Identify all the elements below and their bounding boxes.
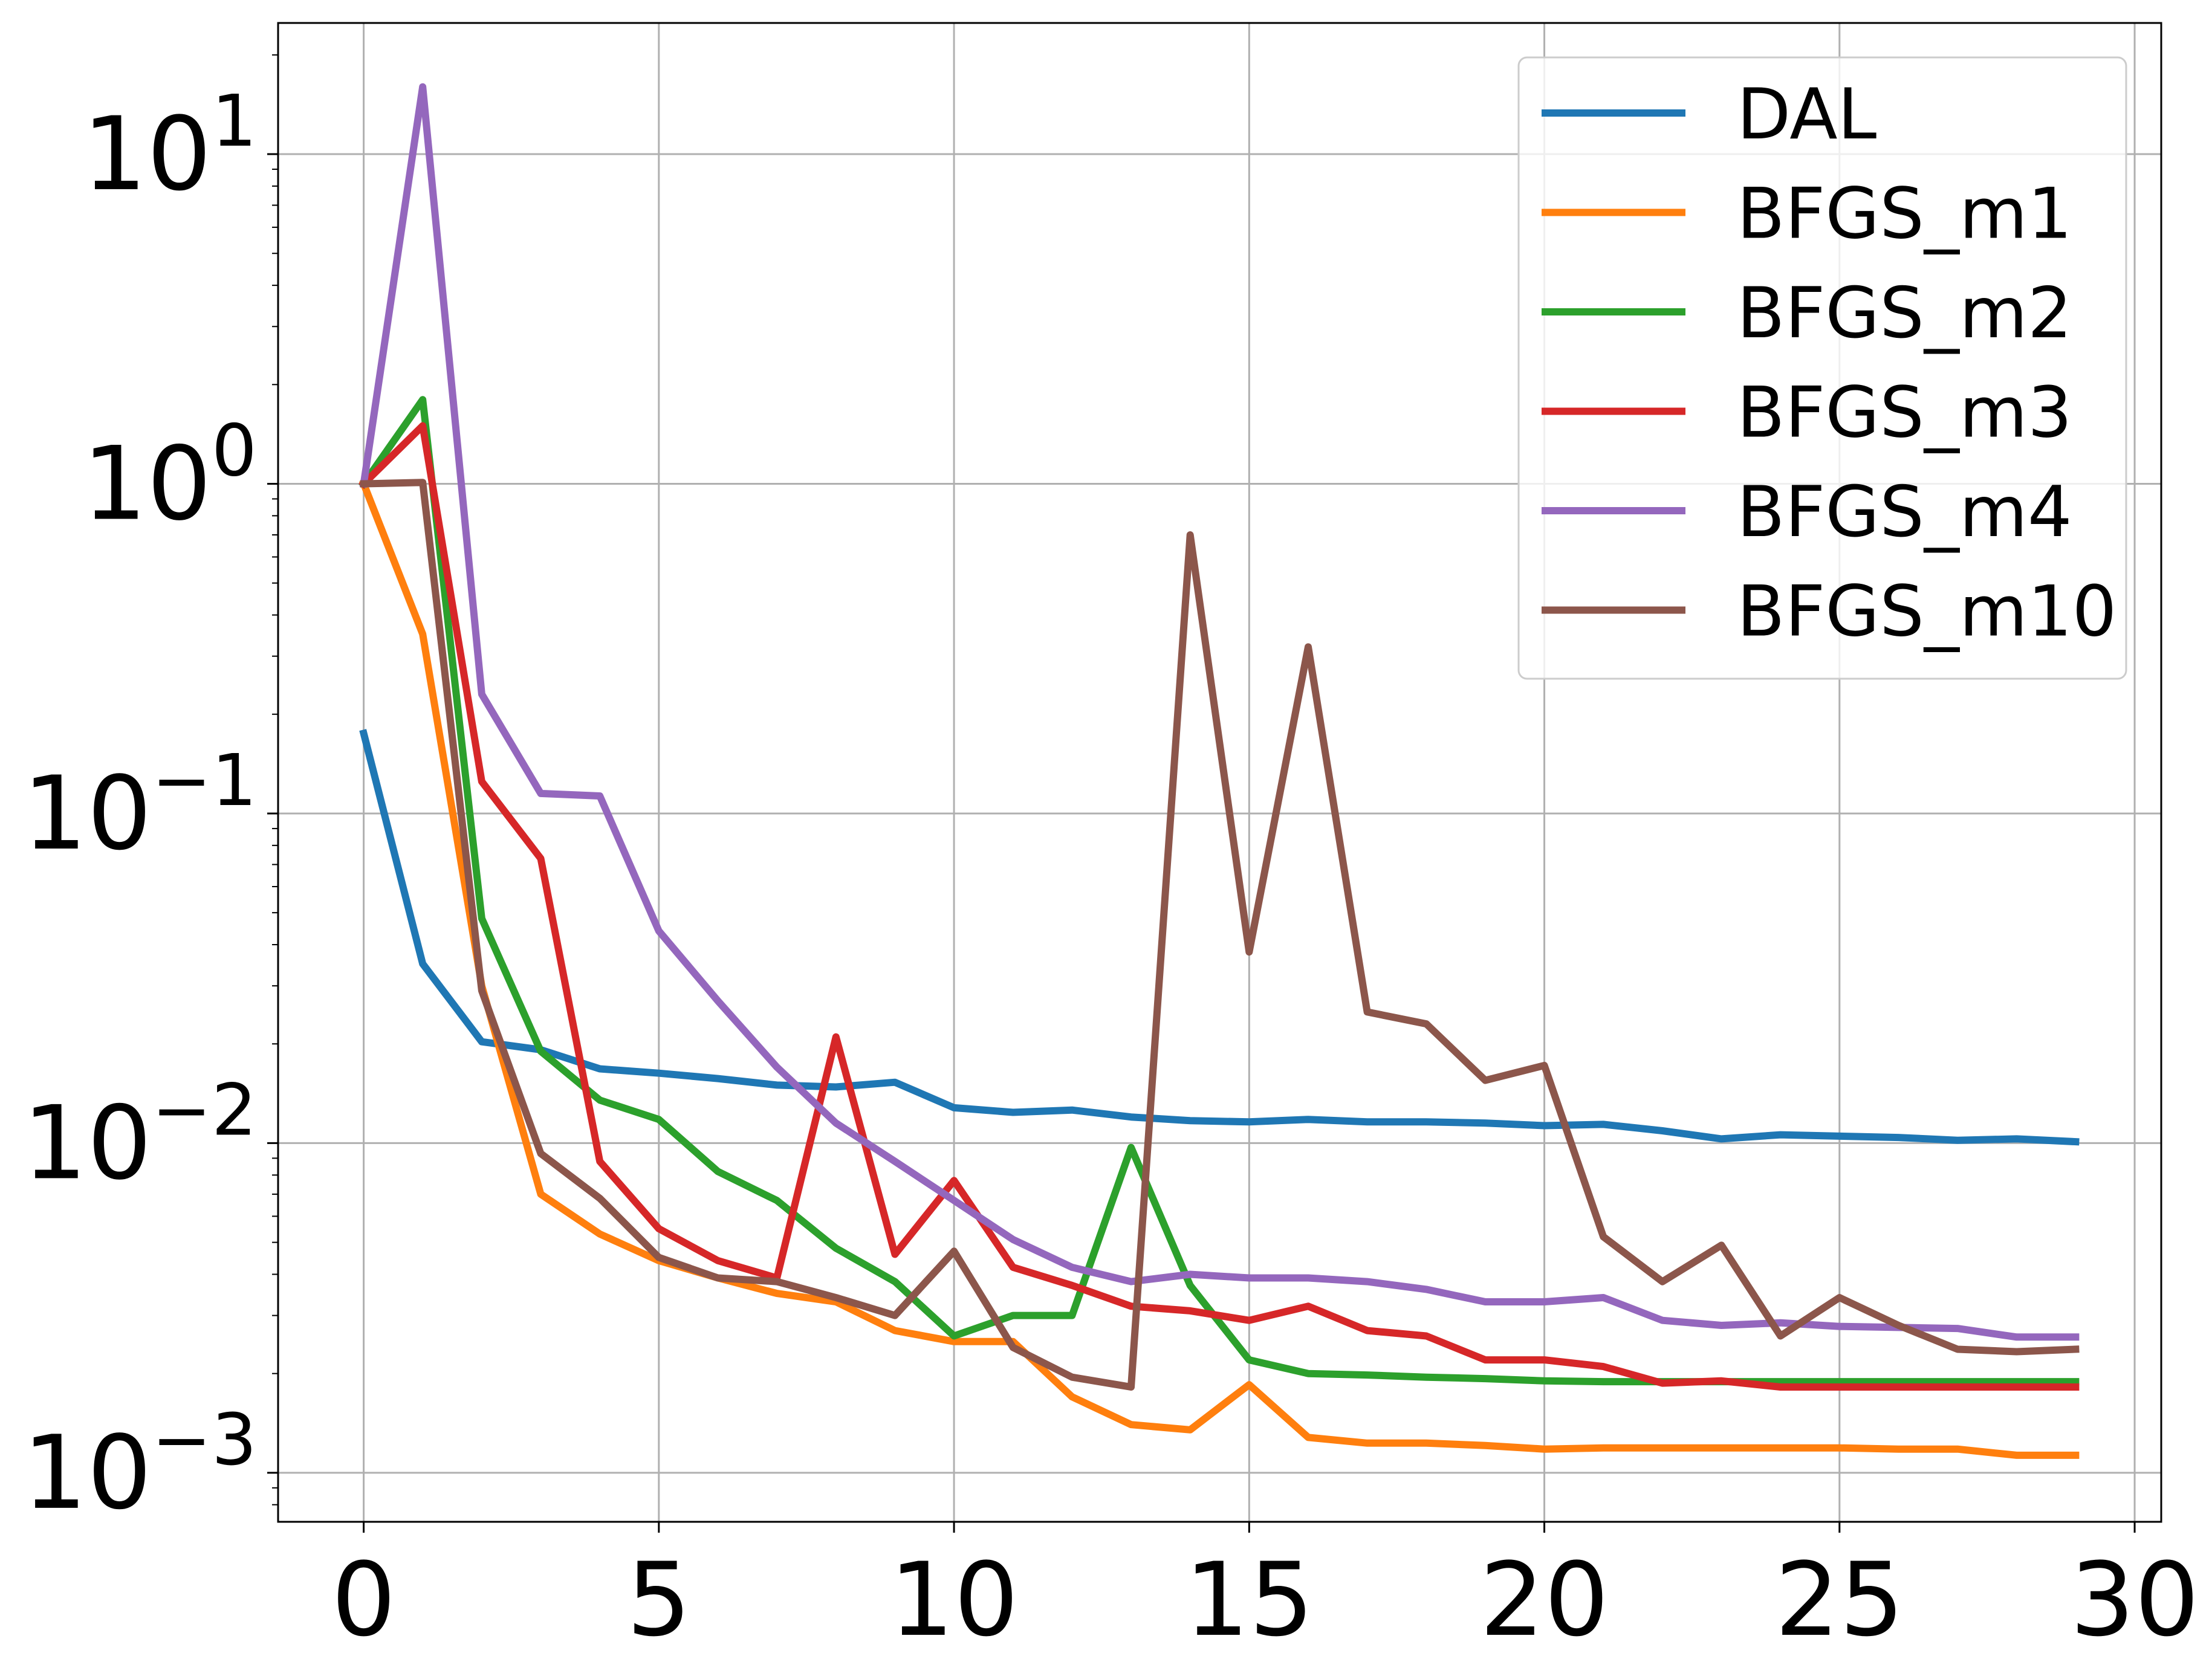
legend-label: BFGS_m2 xyxy=(1737,273,2072,354)
series-line xyxy=(358,422,2080,1391)
series-line xyxy=(358,396,2080,1386)
x-tick-label: 20 xyxy=(1480,1541,1609,1659)
series-lines xyxy=(358,83,2080,1459)
y-tick-label: 100 xyxy=(82,409,257,543)
legend-label: BFGS_m4 xyxy=(1737,471,2072,553)
series-line xyxy=(359,83,2080,1341)
y-tick-label: 101 xyxy=(82,79,257,213)
legend-label: BFGS_m3 xyxy=(1737,372,2072,454)
legend-label: BFGS_m1 xyxy=(1737,173,2072,255)
y-tick-label: 10−1 xyxy=(22,739,257,873)
y-tick-label: 10−3 xyxy=(22,1398,257,1532)
y-tick-label-base: 10 xyxy=(22,1084,152,1202)
y-tick-label-exponent: −2 xyxy=(152,1068,257,1151)
legend-label: DAL xyxy=(1737,74,1876,155)
x-tick-label: 15 xyxy=(1184,1541,1314,1659)
x-tick-label: 30 xyxy=(2070,1541,2199,1659)
x-tick-label: 0 xyxy=(331,1541,396,1659)
y-tick-label-base: 10 xyxy=(22,1414,152,1532)
y-tick-label-exponent: 1 xyxy=(212,79,257,163)
legend-label: BFGS_m10 xyxy=(1737,571,2116,653)
series-line xyxy=(359,729,2080,1146)
legend: DAL BFGS_m1 BFGS_m2 BFGS_m3 BFGS_m4 BFGS_m10 xyxy=(1517,56,2127,680)
y-tick-label-base: 10 xyxy=(82,95,212,213)
y-tick-label-exponent: 0 xyxy=(212,409,257,493)
y-tick-label-exponent: −3 xyxy=(152,1398,257,1481)
x-tick-label: 25 xyxy=(1775,1541,1904,1659)
y-tick-label-base: 10 xyxy=(82,425,212,543)
series-line xyxy=(360,479,2080,1391)
series-line xyxy=(358,479,2080,1459)
x-tick-label: 5 xyxy=(626,1541,691,1659)
y-tick-label-base: 10 xyxy=(22,754,152,873)
y-tick-label: 10−2 xyxy=(22,1068,257,1202)
x-tick-label: 10 xyxy=(889,1541,1019,1659)
y-tick-label-exponent: −1 xyxy=(152,739,257,822)
plot-frame xyxy=(277,22,2162,1523)
x-axis: 0 5 10 15 20 25 30 xyxy=(331,1522,2199,1659)
